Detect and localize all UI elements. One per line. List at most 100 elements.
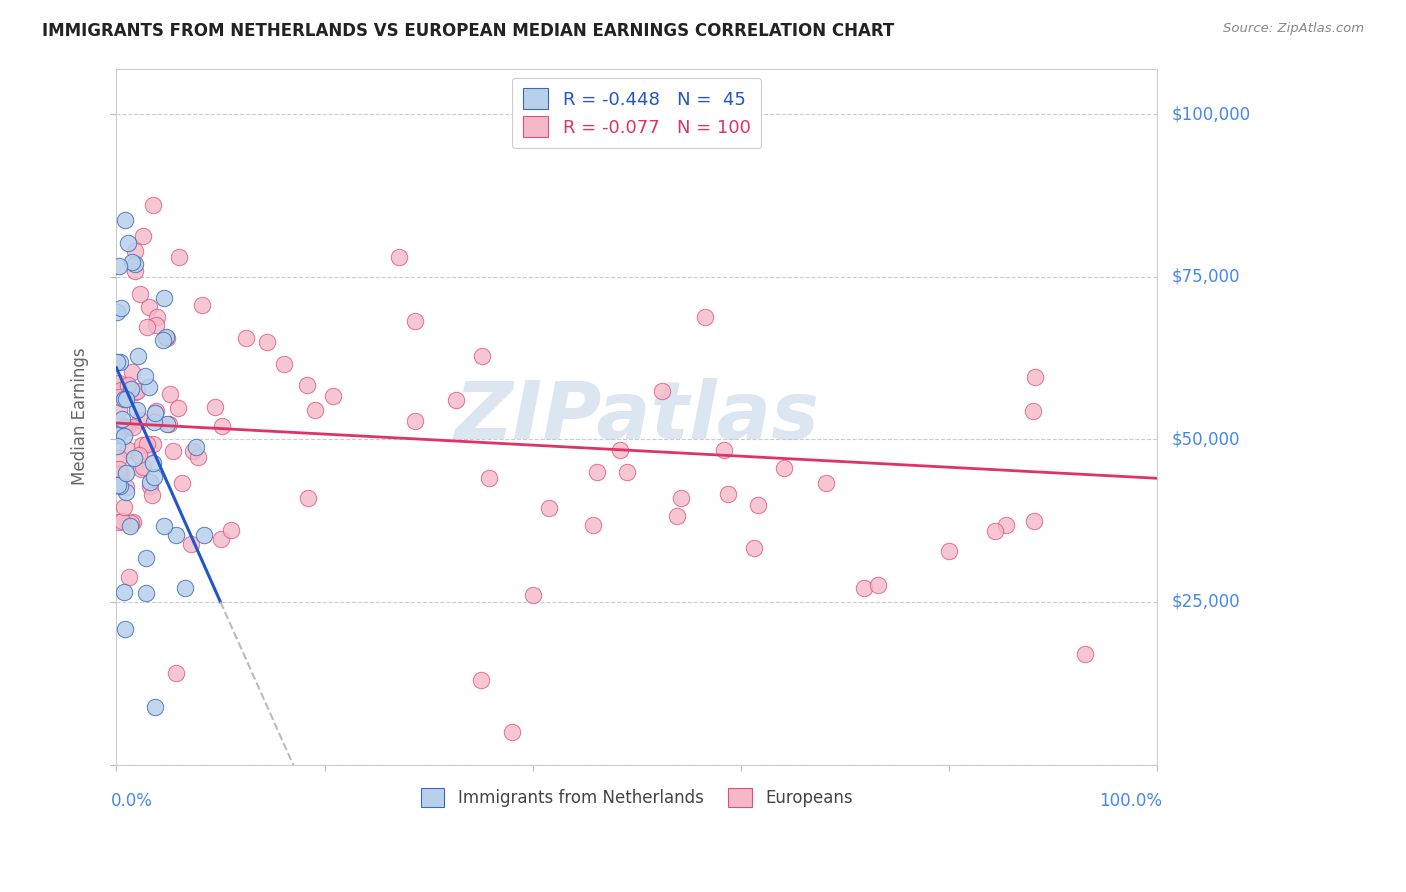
Point [108, 390, 131, 404]
Point [122, 515, 145, 529]
Point [112, 419, 135, 434]
Point [131, 438, 153, 452]
Point [159, 387, 181, 401]
Point [585, 465, 607, 479]
Point [117, 570, 139, 584]
Point [127, 384, 149, 398]
Point [219, 524, 242, 538]
Point [110, 355, 132, 369]
Point [153, 519, 176, 533]
Point [256, 334, 278, 349]
Point [112, 392, 135, 406]
Point [121, 420, 143, 434]
Point [159, 417, 181, 432]
Point [165, 666, 187, 681]
Point [204, 401, 226, 415]
Point [1024, 370, 1046, 384]
Point [117, 442, 139, 457]
Point [110, 384, 132, 398]
Point [297, 491, 319, 505]
Point [145, 318, 167, 333]
Point [693, 310, 716, 325]
Point [121, 365, 143, 379]
Text: $25,000: $25,000 [1171, 593, 1240, 611]
Point [127, 349, 149, 363]
Point [322, 389, 344, 403]
Point [135, 585, 157, 599]
Point [110, 301, 132, 315]
Point [669, 491, 692, 506]
Point [143, 406, 166, 420]
Text: 100.0%: 100.0% [1099, 792, 1163, 810]
Point [115, 484, 138, 499]
Legend: Immigrants from Netherlands, Europeans: Immigrants from Netherlands, Europeans [412, 780, 860, 815]
Point [304, 403, 326, 417]
Point [120, 519, 142, 533]
Point [129, 461, 152, 475]
Point [111, 423, 134, 437]
Y-axis label: Median Earnings: Median Earnings [72, 348, 89, 485]
Point [135, 551, 157, 566]
Point [143, 699, 166, 714]
Point [938, 544, 960, 558]
Point [404, 414, 426, 428]
Point [132, 460, 155, 475]
Point [124, 257, 146, 271]
Point [191, 298, 214, 312]
Point [153, 291, 176, 305]
Point [122, 451, 145, 466]
Point [187, 450, 209, 465]
Point [609, 442, 631, 457]
Point [868, 578, 890, 592]
Point [167, 250, 190, 264]
Point [193, 528, 215, 542]
Point [141, 488, 163, 502]
Point [139, 475, 162, 489]
Point [105, 428, 128, 442]
Point [581, 517, 603, 532]
Point [120, 516, 142, 530]
Text: $75,000: $75,000 [1171, 268, 1240, 285]
Point [404, 314, 426, 328]
Point [181, 443, 204, 458]
Point [995, 518, 1018, 533]
Point [772, 461, 794, 475]
Point [121, 255, 143, 269]
Point [132, 228, 155, 243]
Point [107, 478, 129, 492]
Point [501, 725, 523, 739]
Point [108, 402, 131, 417]
Point [105, 439, 128, 453]
Point [747, 499, 769, 513]
Point [115, 392, 138, 406]
Point [105, 355, 128, 369]
Point [1024, 514, 1046, 528]
Point [138, 479, 160, 493]
Point [108, 479, 131, 493]
Point [108, 467, 131, 481]
Point [128, 449, 150, 463]
Point [471, 349, 494, 363]
Point [470, 673, 492, 687]
Point [209, 532, 232, 546]
Point [186, 440, 208, 454]
Point [124, 264, 146, 278]
Point [112, 429, 135, 443]
Point [273, 358, 295, 372]
Point [111, 515, 134, 529]
Point [112, 585, 135, 599]
Point [135, 320, 157, 334]
Point [129, 286, 152, 301]
Point [114, 622, 136, 636]
Point [717, 487, 740, 501]
Point [120, 382, 142, 396]
Point [172, 475, 194, 490]
Point [651, 384, 673, 398]
Point [713, 443, 735, 458]
Point [537, 501, 560, 516]
Point [156, 331, 179, 345]
Text: ZIPatlas: ZIPatlas [454, 377, 820, 456]
Text: 0.0%: 0.0% [111, 792, 153, 810]
Point [136, 436, 159, 450]
Point [388, 250, 411, 264]
